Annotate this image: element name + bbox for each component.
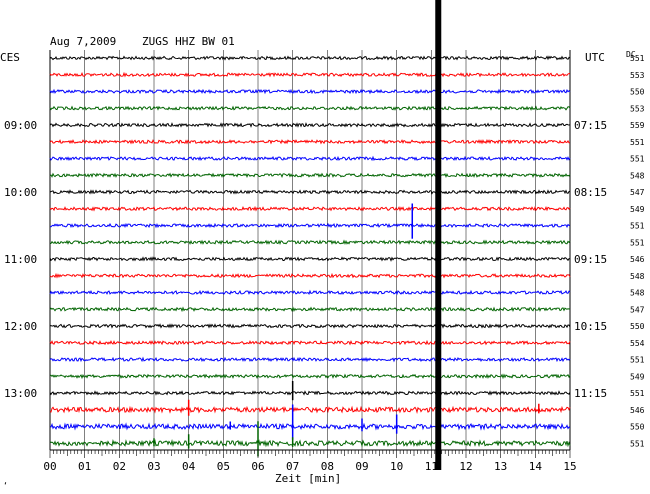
trace-line [49,439,571,448]
trace-line [49,373,571,380]
dc-value-label: 550 [630,322,645,331]
x-tick-label: 00 [43,460,56,473]
dc-value-label: 551 [630,155,645,164]
dc-value-label: 551 [630,54,645,63]
time-labels: 09:00 10:00 11:00 12:00 13:00 07:15 08:15 09:15… [4,54,645,448]
x-tick-label: 11 [425,460,438,473]
right-time-label: 10:15 [574,320,607,333]
x-tick-label: 04 [182,460,196,473]
left-time-label: 13:00 [4,387,37,400]
trace-line [49,222,571,229]
x-tick-label: 07 [286,460,299,473]
dc-value-label: 551 [630,238,645,247]
left-time-label: 11:00 [4,253,37,266]
x-tick-label: 13 [494,460,507,473]
dc-value-label: 547 [630,188,645,197]
right-timezone-label: UTC [585,51,605,64]
event-band [435,0,442,470]
dc-value-label: 554 [630,339,645,348]
trace-line [49,105,571,111]
left-time-label: 10:00 [4,186,37,199]
x-tick-label: 01 [78,460,91,473]
trace-line [49,55,571,61]
x-tick-label: 14 [529,460,543,473]
x-tick-label: 09 [355,460,368,473]
dc-value-label: 553 [630,71,645,80]
dc-value-label: 553 [630,104,645,113]
trace-line [49,339,571,346]
trace-group [49,0,571,470]
trace-line [49,155,571,162]
dc-value-label: 549 [630,205,645,214]
dc-value-label: 550 [630,423,645,432]
x-tick-label: 15 [563,460,576,473]
vertical-grid [49,50,571,450]
dc-value-label: 546 [630,255,645,264]
trace-line [49,172,571,179]
trace-line [49,189,571,195]
right-time-label: 07:15 [574,119,607,132]
dc-value-label: 548 [630,272,645,281]
dc-value-label: 551 [630,138,645,147]
dc-value-label: 547 [630,305,645,314]
dc-value-label: 546 [630,406,645,415]
dc-header-label: DC [626,50,636,59]
dc-value-label: 551 [630,389,645,398]
dc-value-label: 548 [630,289,645,298]
trace-line [49,239,571,246]
x-tick-label: 05 [217,460,230,473]
trace-line [49,356,571,363]
trace-line [49,390,571,396]
x-tick-label: 12 [459,460,472,473]
trace-line [49,122,571,128]
left-time-label: 09:00 [4,119,37,132]
dc-value-label: 551 [630,356,645,365]
right-time-label: 08:15 [574,186,607,199]
trace-line [49,256,571,262]
dc-value-label: 549 [630,372,645,381]
trace-line [49,289,571,296]
x-axis-label: Zeit [min] [275,472,341,485]
trace-line [49,323,571,329]
trace-line [49,272,571,279]
x-tick-label: 06 [251,460,264,473]
x-tick-label: 08 [321,460,334,473]
dc-value-label: 559 [630,121,645,130]
trace-line [49,71,571,78]
trace-line [49,405,571,415]
dc-value-label: 550 [630,88,645,97]
left-timezone-label: CES [0,51,20,64]
right-time-label: 11:15 [574,387,607,400]
right-time-label: 09:15 [574,253,607,266]
dc-value-label: 548 [630,171,645,180]
x-tick-label: 03 [147,460,160,473]
trace-line [49,138,571,145]
date-label: Aug 7,2009 [50,35,116,48]
x-tick-label: 02 [113,460,126,473]
station-label: ZUGS HHZ BW 01 [142,35,235,48]
x-axis: 00 01 02 03 04 05 06 07 08 09 10 11 12 13 14 15 [43,449,577,473]
trace-line [49,88,571,95]
dc-value-label: 551 [630,439,645,448]
corner-mark: ‘ [3,481,8,490]
trace-line [49,205,571,212]
x-tick-label: 10 [390,460,403,473]
trace-line [49,306,571,313]
trace-line [49,422,571,431]
left-time-label: 12:00 [4,320,37,333]
dc-value-label: 551 [630,222,645,231]
